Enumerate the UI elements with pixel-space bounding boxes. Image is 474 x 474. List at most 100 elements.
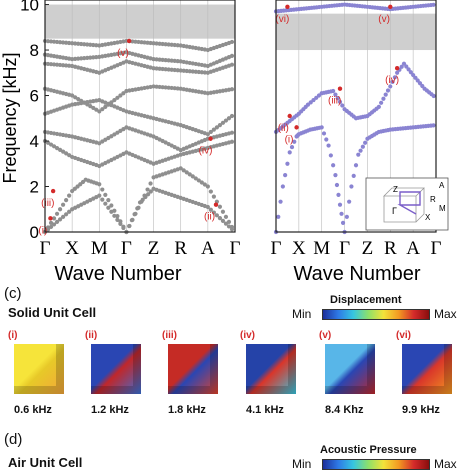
left-band-point (160, 41, 165, 47)
right-band-point (292, 139, 297, 144)
left-band-point (214, 125, 220, 130)
left-band-point (157, 84, 162, 90)
right-band-point (399, 64, 404, 69)
left-band-point (196, 69, 201, 75)
right-band-point (349, 184, 354, 189)
left-bandgap (45, 4, 235, 39)
left-band-point (106, 102, 111, 107)
right-band-point (337, 202, 343, 207)
left-band-point (130, 39, 135, 44)
left-band-point (169, 58, 174, 63)
right-band-point (333, 173, 338, 178)
mode-shape-image (14, 344, 64, 394)
right-x-axis-label: Wave Number (293, 263, 420, 285)
mode-tag: (i) (8, 330, 18, 341)
left-band-point (166, 85, 171, 90)
mode-frequency-label: 4.1 kHz (246, 404, 284, 416)
left-band-point (67, 63, 72, 68)
right-band-point (278, 199, 283, 204)
mode-marker-label: (vi) (275, 14, 289, 25)
left-band-point (51, 39, 57, 44)
left-band-point (85, 55, 90, 60)
section-d-label: (d) (4, 431, 23, 448)
left-band-point (223, 214, 229, 219)
mode-marker-dot (294, 125, 299, 130)
left-band-point (229, 87, 235, 92)
left-band-point (181, 168, 186, 173)
left-mode-markers: (i) (ii) (iii) (iv) (v) (38, 38, 219, 236)
mode-tag: (ii) (85, 330, 98, 341)
left-band-point (133, 211, 138, 216)
left-band-point (64, 212, 69, 217)
left-band-point (118, 93, 123, 98)
mode-marker-dot (394, 66, 400, 71)
left-band-point (97, 109, 102, 114)
left-band-point (60, 40, 66, 45)
inset-label-z: Z (393, 185, 398, 194)
right-band-point (363, 140, 368, 145)
left-band-point (60, 214, 66, 219)
left-band-point (127, 223, 132, 229)
left-band-point (139, 40, 144, 45)
left-band-point (169, 85, 174, 91)
right-band-point (287, 150, 292, 155)
left-band-point (109, 209, 114, 214)
left-band-point (100, 187, 105, 192)
right-band-point (358, 148, 363, 153)
left-band-point (97, 182, 102, 187)
left-band-point (172, 67, 177, 73)
right-band-point (356, 152, 361, 157)
left-band-point (67, 209, 72, 214)
left-band-point (202, 70, 207, 75)
left-band-point (79, 56, 84, 61)
right-band-point (336, 192, 341, 197)
right-band-point (340, 220, 346, 226)
acoustic-pressure-colorbar (322, 459, 430, 470)
mode-marker-dot (337, 86, 343, 91)
left-band-point (217, 204, 223, 209)
left-band-point (181, 68, 186, 73)
left-band-point (169, 67, 174, 72)
right-band-point (431, 2, 436, 7)
left-band-point (184, 68, 189, 74)
left-band-point (57, 40, 63, 45)
left-band-point (106, 198, 111, 203)
left-band-point (97, 193, 102, 198)
left-band-point (214, 213, 220, 218)
left-band-point (190, 69, 195, 74)
inset-label-r: R (430, 195, 436, 204)
left-band-point (136, 39, 141, 45)
right-band-point (383, 92, 388, 97)
left-band-point (154, 84, 159, 89)
left-band-point (64, 63, 69, 68)
left-band-point (154, 41, 159, 46)
left-band-point (202, 182, 207, 187)
x-tick-label: X (65, 238, 79, 259)
acoustic-pressure-colorbar-title: Acoustic Pressure (320, 444, 417, 456)
mode-shape-image (91, 344, 141, 394)
x-tick-label: A (406, 238, 420, 259)
left-band-point (199, 70, 204, 75)
left-band-point (163, 42, 168, 47)
left-band-point (73, 41, 78, 46)
left-band-point (48, 62, 54, 67)
inset-label-a: A (439, 181, 445, 190)
right-mode-markers: (i)(ii) (iii) (iv) (v) (vi) (275, 4, 400, 145)
mode-marker-label: (ii) (278, 123, 289, 134)
y-tick-label: 4 (30, 132, 39, 151)
left-y-ticks: 0 2 4 6 8 10 (20, 0, 49, 242)
mode-shape-image (402, 344, 452, 394)
mode-frequency-label: 9.9 kHz (402, 404, 440, 416)
mode-marker-label: (v) (378, 14, 390, 25)
right-band-point (406, 67, 411, 72)
left-band-point (229, 139, 235, 144)
right-band-point (401, 61, 407, 66)
mode-frequency-label: 0.6 kHz (14, 404, 52, 416)
left-band-point (157, 57, 162, 62)
left-band-point (100, 107, 105, 112)
left-band-point (196, 178, 201, 183)
right-band-point (431, 93, 436, 99)
left-band-point (208, 207, 213, 212)
